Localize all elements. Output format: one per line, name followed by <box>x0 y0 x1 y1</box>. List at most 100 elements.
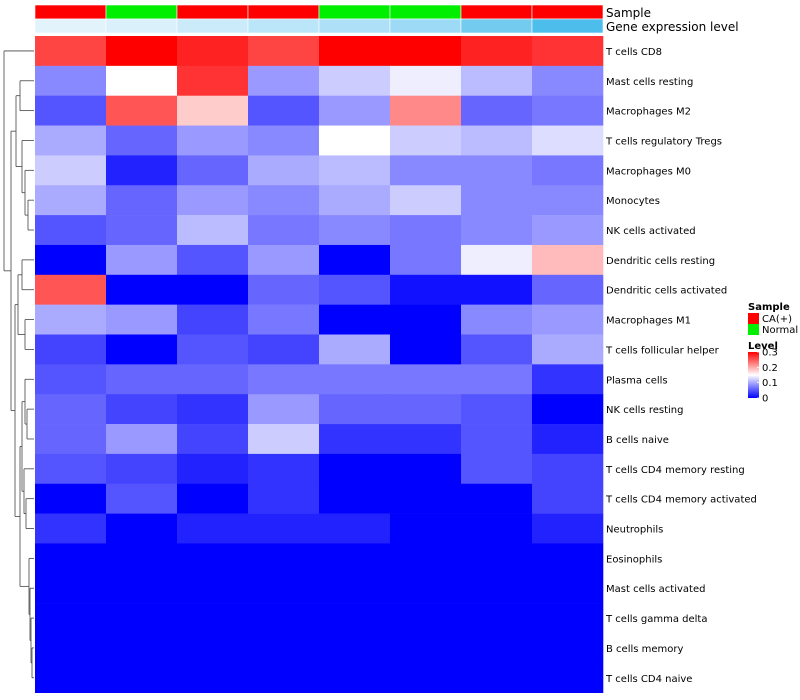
heatmap-cell <box>35 424 107 455</box>
expression-annotation-cell <box>105 18 178 34</box>
heatmap-cell <box>390 185 462 216</box>
heatmap-cell <box>248 633 320 664</box>
heatmap-cell <box>461 364 533 395</box>
heatmap-cell <box>248 483 320 514</box>
heatmap-cell <box>35 633 107 664</box>
heatmap-cell <box>461 394 533 425</box>
heatmap-cell <box>532 424 604 455</box>
heatmap-cell <box>35 364 107 395</box>
heatmap-cell <box>461 453 533 485</box>
heatmap-cell <box>319 543 391 574</box>
heatmap-cell <box>319 573 391 604</box>
heatmap-cell <box>106 334 178 365</box>
heatmap-cell <box>532 155 604 186</box>
heatmap-cell <box>461 603 533 634</box>
heatmap-cell <box>532 483 604 514</box>
heatmap-cell <box>248 95 320 126</box>
expression-annotation-cell <box>176 18 249 34</box>
expression-annotation-cell <box>247 18 320 34</box>
row-label: Dendritic cells resting <box>606 256 715 267</box>
heatmap-cell <box>461 334 533 365</box>
row-label: T cells CD8 <box>605 47 662 58</box>
heatmap-cell <box>461 125 533 156</box>
heatmap-cell <box>35 334 107 365</box>
heatmap-cell <box>532 633 604 664</box>
row-label: T cells regulatory Tregs <box>605 136 722 147</box>
heatmap-cell <box>532 185 604 216</box>
sample-annotation-cell <box>34 4 107 20</box>
legend-color-bar <box>748 352 759 398</box>
heatmap-cell <box>106 36 178 67</box>
heatmap-cell <box>532 215 604 246</box>
heatmap-cell <box>532 394 604 425</box>
heatmap-cell <box>390 244 462 276</box>
legend-tick-label: 0.1 <box>762 378 778 389</box>
heatmap-cell <box>532 453 604 485</box>
heatmap-cell <box>35 603 107 634</box>
heatmap-cell <box>35 95 107 126</box>
heatmap-cell <box>177 95 249 126</box>
heatmap-cell <box>248 274 320 305</box>
heatmap-cell <box>532 65 604 96</box>
heatmap-cell <box>35 394 107 425</box>
sample-annotation-cell <box>318 4 391 20</box>
heatmap-cell <box>106 95 178 126</box>
heatmap-cell <box>390 424 462 455</box>
heatmap-cell <box>390 155 462 186</box>
heatmap-cell <box>106 483 178 514</box>
sample-annotation-cell <box>247 4 320 20</box>
heatmap-cell <box>390 513 462 544</box>
legend-sample-title: Sample <box>748 302 790 313</box>
row-label: T cells gamma delta <box>605 614 707 625</box>
heatmap-cell <box>177 483 249 514</box>
heatmap-cell <box>177 274 249 305</box>
row-label: Mast cells activated <box>606 584 705 595</box>
heatmap-cell <box>177 185 249 216</box>
heatmap-cell <box>390 364 462 395</box>
heatmap-cell <box>177 36 249 67</box>
heatmap-cell <box>390 274 462 305</box>
heatmap-cell <box>532 573 604 604</box>
heatmap-cell <box>532 364 604 395</box>
row-label: Plasma cells <box>606 375 668 386</box>
heatmap-cell <box>319 244 391 276</box>
sample-annotation-cell <box>389 4 462 20</box>
heatmap-cell <box>248 36 320 67</box>
legend-tick-label: 0.3 <box>762 348 778 359</box>
heatmap-cell <box>248 364 320 395</box>
heatmap-cell <box>35 36 107 67</box>
heatmap-cell <box>35 573 107 604</box>
heatmap-cell <box>461 36 533 67</box>
heatmap-cell <box>177 65 249 96</box>
heatmap-cell <box>319 662 391 693</box>
heatmap-cell <box>248 573 320 604</box>
heatmap-cell <box>319 95 391 126</box>
expression-annotation-cell <box>389 18 462 34</box>
heatmap-cell <box>106 513 178 544</box>
heatmap-cell <box>248 424 320 455</box>
expression-annotation-cell <box>460 18 533 34</box>
heatmap-cell <box>177 662 249 693</box>
heatmap-cell <box>461 274 533 305</box>
heatmap-cell <box>390 215 462 246</box>
heatmap-cells <box>35 36 604 693</box>
heatmap-cell <box>461 155 533 186</box>
heatmap-cell <box>35 274 107 305</box>
heatmap-cell <box>35 65 107 96</box>
heatmap-cell <box>106 155 178 186</box>
heatmap-cell <box>177 424 249 455</box>
sample-annotation-cell <box>460 4 533 20</box>
heatmap-cell <box>106 125 178 156</box>
row-label: B cells memory <box>606 644 683 655</box>
heatmap-cell <box>532 95 604 126</box>
heatmap-cell <box>319 633 391 664</box>
heatmap-cell <box>390 95 462 126</box>
heatmap-cell <box>390 662 462 693</box>
row-label: T cells CD4 memory resting <box>605 465 745 476</box>
heatmap-cell <box>248 334 320 365</box>
heatmap-cell <box>532 274 604 305</box>
heatmap-cell <box>35 662 107 693</box>
expression-annotation-cell <box>34 18 107 34</box>
heatmap-cell <box>177 334 249 365</box>
heatmap-cell <box>248 513 320 544</box>
